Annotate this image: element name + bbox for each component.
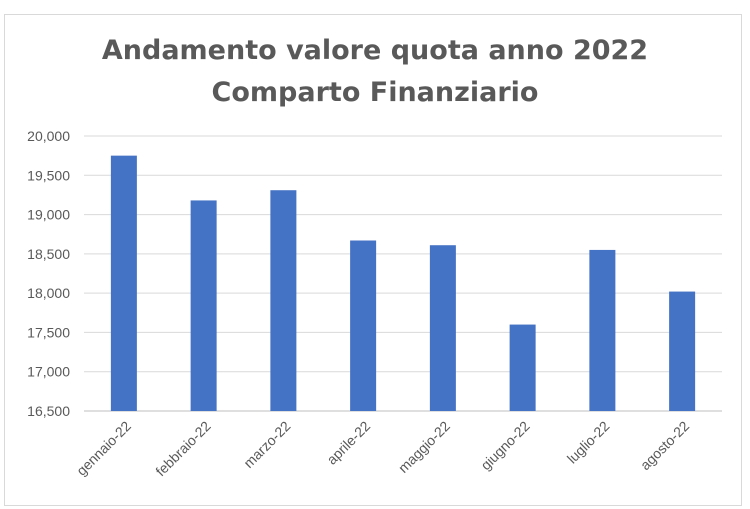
gridlines <box>84 135 722 412</box>
chart-title-line1: Andamento valore quota anno 2022 <box>101 35 649 66</box>
chart-title-line2: Comparto Finanziario <box>211 77 539 108</box>
bar-febbraio-22 <box>190 200 217 411</box>
y-tick-label: 16,500 <box>27 403 70 419</box>
bar-gennaio-22 <box>110 155 137 411</box>
x-tick-label: gennaio-22 <box>73 418 134 479</box>
x-axis-category-labels: gennaio-22 febbraio-22 marzo-22 aprile-22 ma… <box>73 418 692 480</box>
y-tick-label: 17,000 <box>27 364 70 380</box>
bar-marzo-22 <box>270 190 297 411</box>
x-tick-label: febbraio-22 <box>152 418 214 480</box>
bar-aprile-22 <box>350 240 377 411</box>
bar-maggio-22 <box>429 245 456 411</box>
bar-giugno-22 <box>509 324 536 411</box>
bar-luglio-22 <box>589 249 616 411</box>
y-tick-label: 19,000 <box>27 207 70 223</box>
x-tick-label: agosto-22 <box>637 418 692 473</box>
y-tick-label: 17,500 <box>27 324 70 340</box>
chart-title: Andamento valore quota anno 2022 Compart… <box>0 30 750 114</box>
y-tick-label: 18,500 <box>27 246 70 262</box>
x-tick-label: giugno-22 <box>477 418 533 474</box>
x-tick-label: aprile-22 <box>323 418 373 468</box>
x-tick-label: marzo-22 <box>240 418 293 471</box>
x-tick-label: maggio-22 <box>395 418 453 476</box>
bar-agosto-22 <box>669 291 696 411</box>
y-axis-tick-labels: 16,500 17,000 17,500 18,000 18,500 19,000 19,5… <box>27 128 70 419</box>
y-tick-label: 19,500 <box>27 167 70 183</box>
x-tick-label: luglio-22 <box>564 418 613 467</box>
bars <box>110 155 696 411</box>
y-tick-label: 20,000 <box>27 128 70 144</box>
y-tick-label: 18,000 <box>27 285 70 301</box>
